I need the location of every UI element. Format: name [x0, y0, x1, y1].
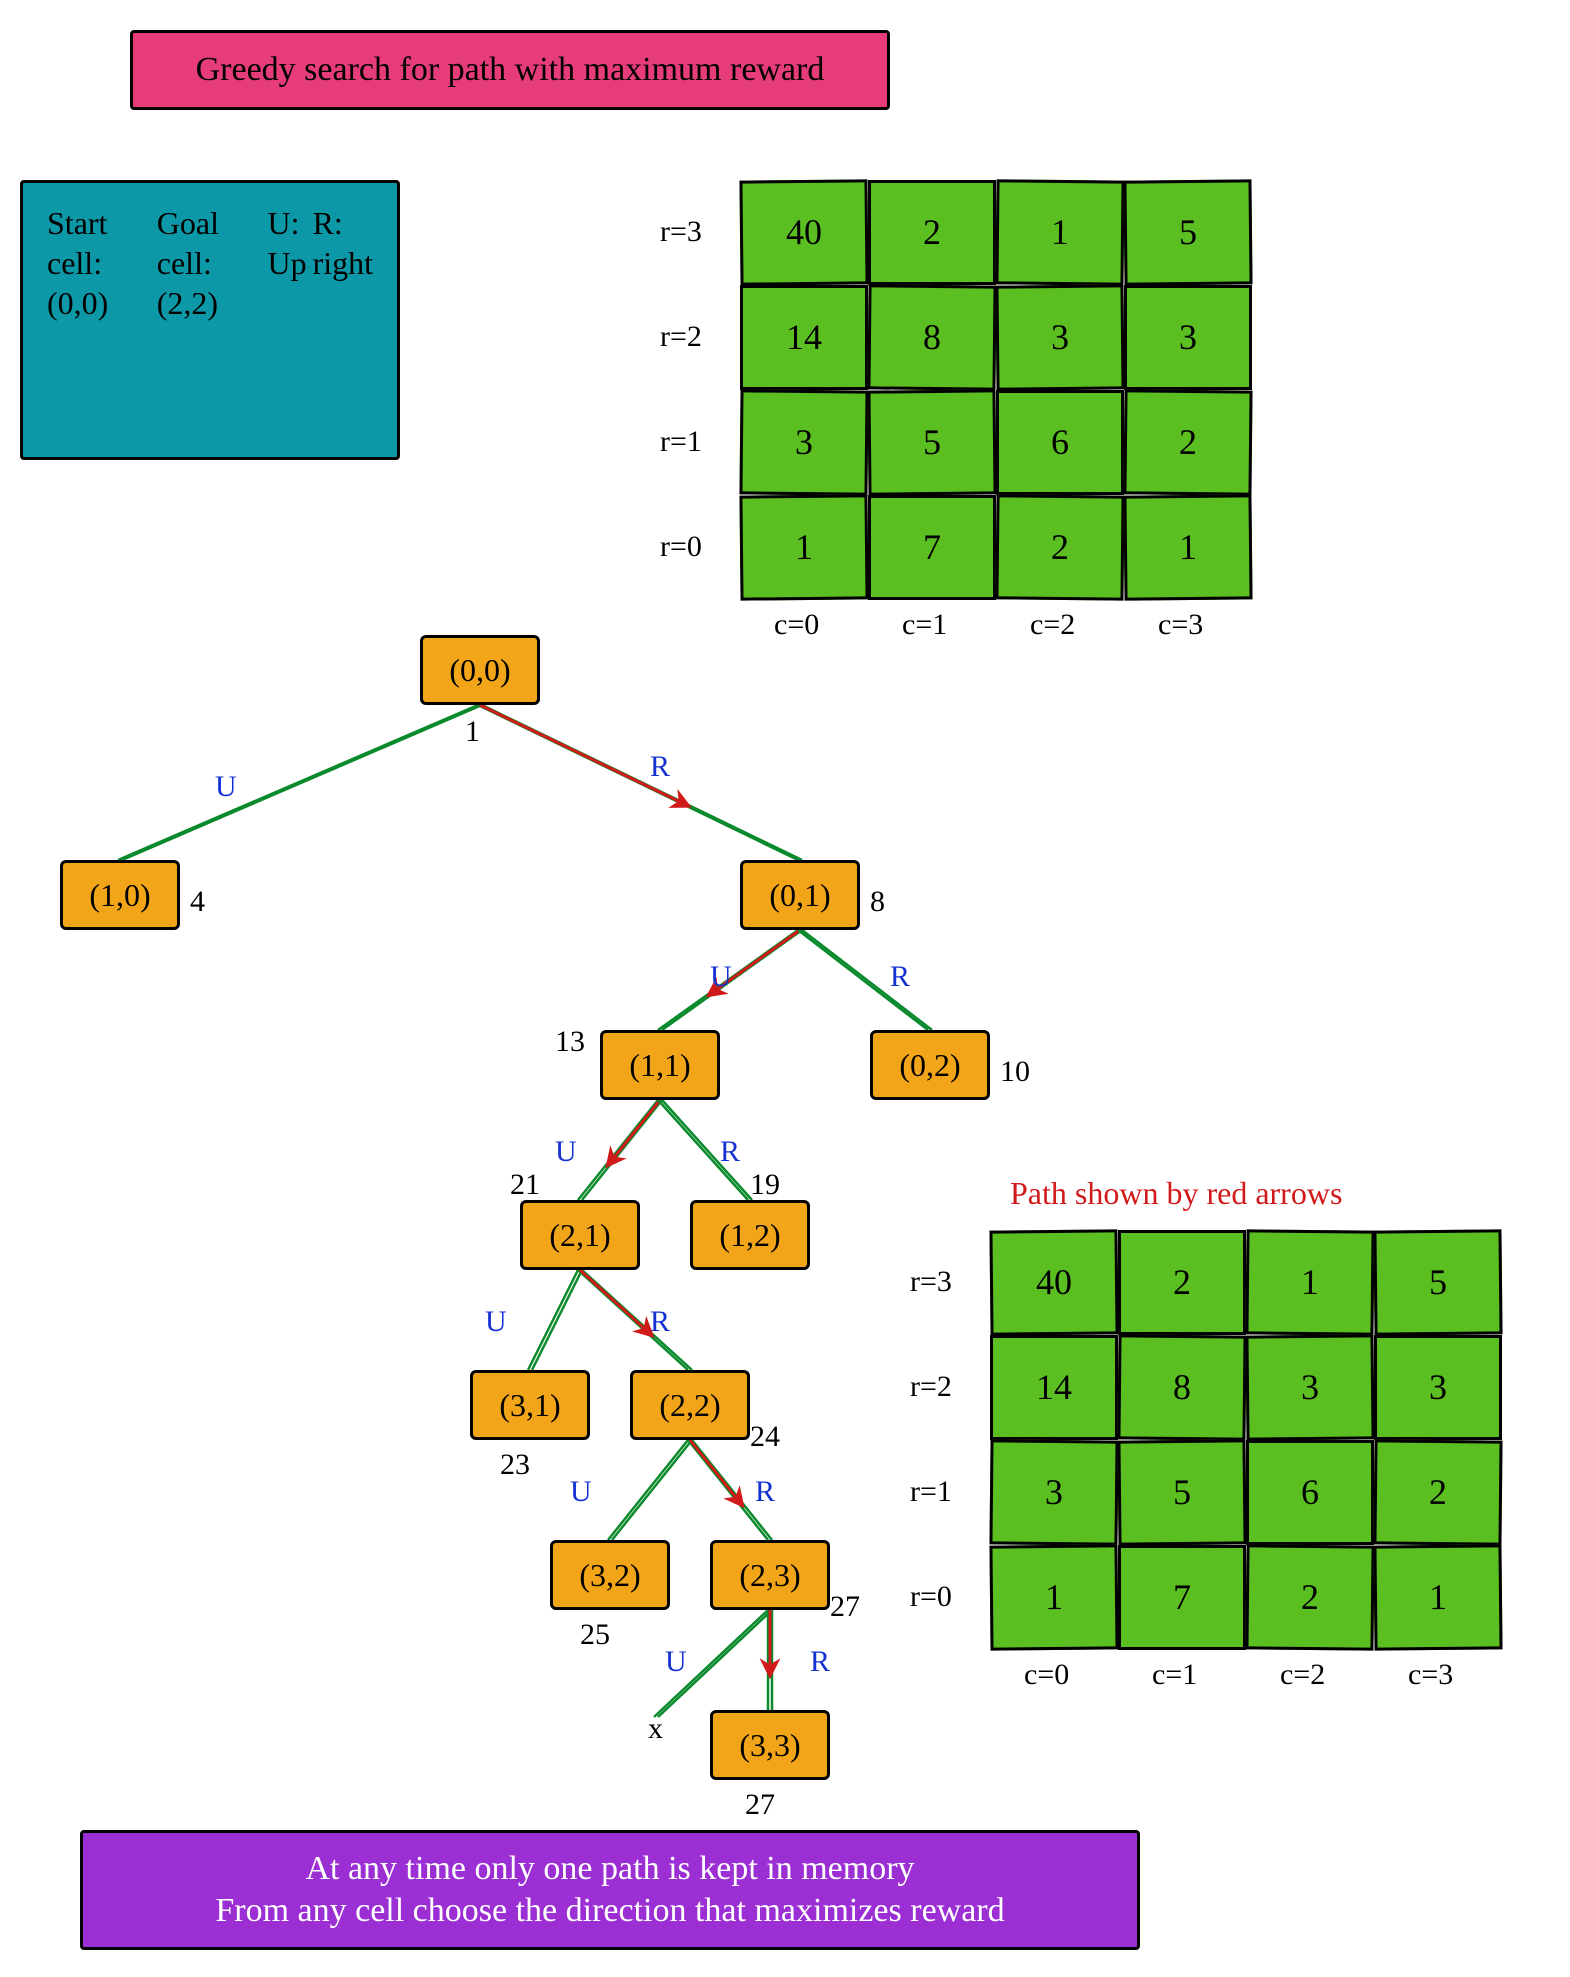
grid-cell: 1: [995, 179, 1124, 285]
row-axis-label: r=0: [910, 1580, 952, 1614]
legend-line: U: Up: [268, 203, 313, 283]
row-axis-label: r=2: [660, 320, 702, 354]
node-cumulative-value: 24: [750, 1420, 780, 1454]
node-cumulative-value: 27: [745, 1788, 775, 1822]
row-axis-label: r=0: [660, 530, 702, 564]
deadend-marker: x: [648, 1712, 663, 1746]
grid-cell: 5: [867, 389, 996, 495]
row-axis-label: r=3: [660, 215, 702, 249]
grid-cell: 6: [996, 390, 1124, 495]
node-cumulative-value: 13: [555, 1025, 585, 1059]
grid-cell: 1: [1123, 494, 1252, 600]
grid-cell: 3: [739, 389, 868, 495]
tree-node: (1,2): [690, 1200, 810, 1270]
node-cumulative-value: 23: [500, 1448, 530, 1482]
grid-cell: 3: [1374, 1335, 1502, 1440]
row-axis-label: r=1: [660, 425, 702, 459]
footer-line2: From any cell choose the direction that …: [215, 1890, 1004, 1933]
node-cumulative-value: 25: [580, 1618, 610, 1652]
grid-cell: 14: [990, 1335, 1118, 1440]
tree-node: (3,3): [710, 1710, 830, 1780]
footer-banner: At any time only one path is kept in mem…: [80, 1830, 1140, 1950]
node-cumulative-value: 19: [750, 1168, 780, 1202]
row-axis-label: r=2: [910, 1370, 952, 1404]
col-axis-label: c=0: [1024, 1658, 1069, 1692]
grid-cell: 40: [739, 179, 868, 285]
grid-cell: 2: [995, 494, 1124, 600]
footer-line1: At any time only one path is kept in mem…: [305, 1848, 914, 1891]
grid-cell: 40: [989, 1229, 1118, 1335]
tree-node: (1,0): [60, 860, 180, 930]
col-axis-label: c=2: [1280, 1658, 1325, 1692]
grid-cell: 3: [1124, 285, 1252, 390]
edge-move-label: U: [665, 1645, 687, 1679]
grid-cell: 1: [1245, 1229, 1374, 1335]
tree-node: (3,2): [550, 1540, 670, 1610]
col-axis-label: c=3: [1408, 1658, 1453, 1692]
edge-move-label: R: [720, 1135, 740, 1169]
grid-cell: 5: [1123, 179, 1252, 285]
legend-line: Start cell: (0,0): [47, 203, 157, 323]
edge-move-label: R: [650, 750, 670, 784]
edge-move-label: U: [710, 960, 732, 994]
tree-node: (0,1): [740, 860, 860, 930]
edge-move-label: U: [215, 770, 237, 804]
tree-node: (3,1): [470, 1370, 590, 1440]
node-cumulative-value: 4: [190, 885, 205, 919]
col-axis-label: c=0: [774, 608, 819, 642]
grid-cell: 2: [1373, 1439, 1502, 1545]
tree-node: (1,1): [600, 1030, 720, 1100]
title-text: Greedy search for path with maximum rewa…: [196, 49, 825, 92]
grid-cell: 1: [989, 1544, 1118, 1650]
grid-cell: 3: [1245, 1334, 1374, 1440]
node-cumulative-value: 21: [510, 1168, 540, 1202]
node-cumulative-value: 10: [1000, 1055, 1030, 1089]
grid-cell: 3: [989, 1439, 1118, 1545]
legend-line: Goal cell: (2,2): [157, 203, 268, 323]
edge-move-label: R: [755, 1475, 775, 1509]
tree-node: (2,2): [630, 1370, 750, 1440]
tree-node: (2,1): [520, 1200, 640, 1270]
grid-cell: 3: [995, 284, 1124, 390]
grid-cell: 7: [1118, 1545, 1246, 1650]
title-banner: Greedy search for path with maximum rewa…: [130, 30, 890, 110]
col-axis-label: c=2: [1030, 608, 1075, 642]
grid-cell: 5: [1373, 1229, 1502, 1335]
edge-move-label: U: [570, 1475, 592, 1509]
row-axis-label: r=3: [910, 1265, 952, 1299]
grid-cell: 6: [1246, 1440, 1374, 1545]
node-cumulative-value: 27: [830, 1590, 860, 1624]
tree-node: (2,3): [710, 1540, 830, 1610]
tree-node: (0,0): [420, 635, 540, 705]
grid-cell: 7: [868, 495, 996, 600]
edge-move-label: R: [810, 1645, 830, 1679]
col-axis-label: c=1: [1152, 1658, 1197, 1692]
grid-cell: 2: [868, 180, 996, 285]
legend-line: R: right: [313, 203, 373, 283]
edge-move-label: R: [890, 960, 910, 994]
legend-info-box: Start cell: (0,0)Goal cell: (2,2)U: UpR:…: [20, 180, 400, 460]
node-cumulative-value: 8: [870, 885, 885, 919]
edge-move-label: R: [650, 1305, 670, 1339]
edge-move-label: U: [485, 1305, 507, 1339]
grid-cell: 1: [739, 494, 868, 600]
grid-cell: 8: [1117, 1334, 1246, 1440]
tree-node: (0,2): [870, 1030, 990, 1100]
grid-cell: 2: [1123, 389, 1252, 495]
node-cumulative-value: 1: [465, 715, 480, 749]
row-axis-label: r=1: [910, 1475, 952, 1509]
grid-cell: 1: [1373, 1544, 1502, 1650]
grid-cell: 5: [1117, 1439, 1246, 1545]
grid-cell: 2: [1118, 1230, 1246, 1335]
grid-cell: 2: [1245, 1544, 1374, 1650]
grid2-caption: Path shown by red arrows: [1010, 1175, 1342, 1212]
edge-move-label: U: [555, 1135, 577, 1169]
grid-cell: 8: [867, 284, 996, 390]
col-axis-label: c=3: [1158, 608, 1203, 642]
col-axis-label: c=1: [902, 608, 947, 642]
grid-cell: 14: [740, 285, 868, 390]
